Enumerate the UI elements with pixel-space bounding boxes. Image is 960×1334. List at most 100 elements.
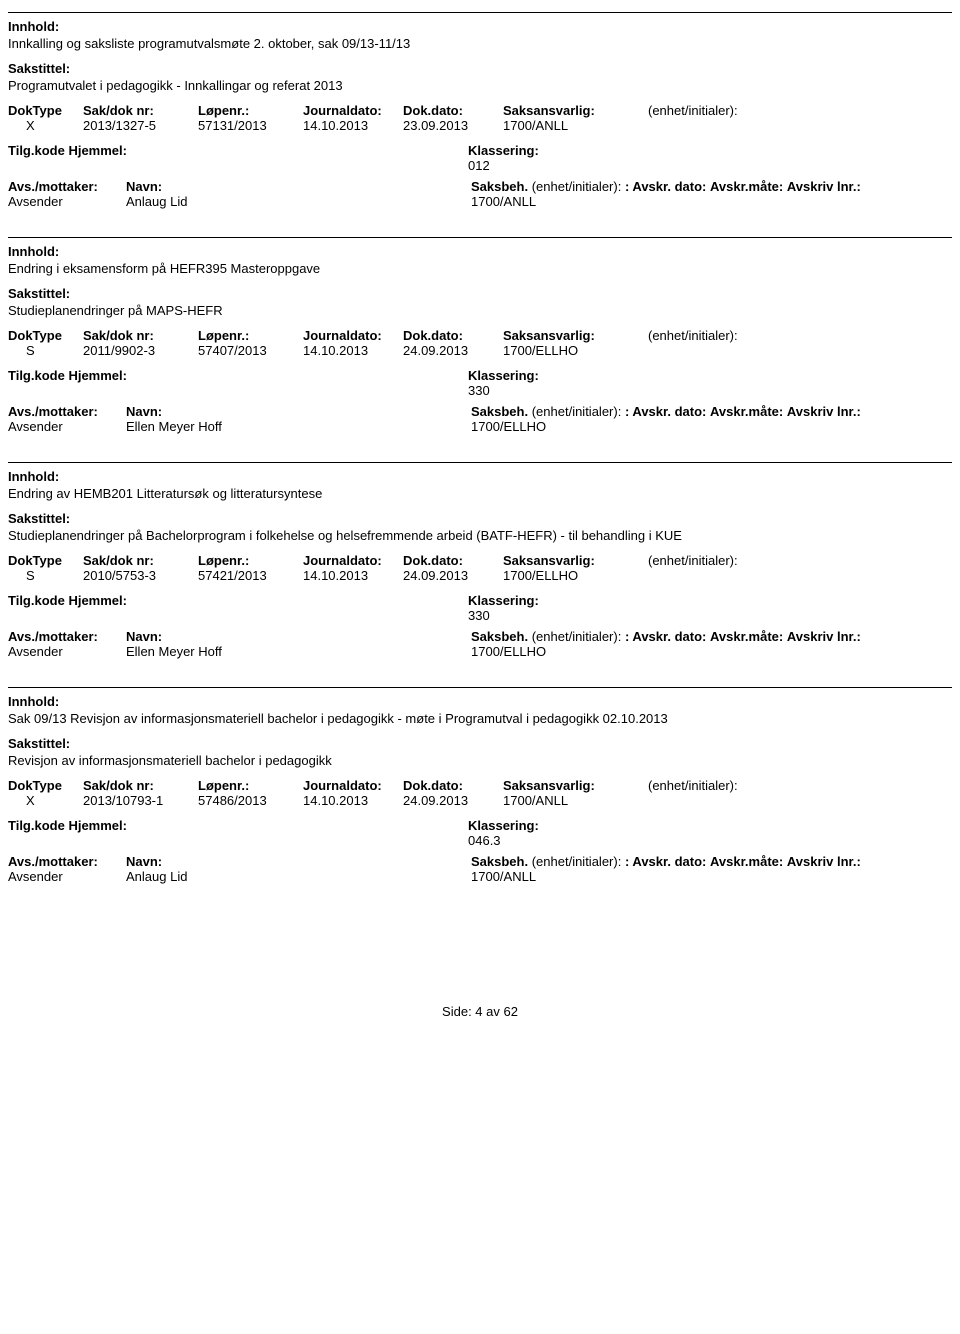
divider [8, 462, 952, 463]
sakstittel-text: Revisjon av informasjonsmateriell bachel… [8, 753, 952, 768]
navn-label: Navn: [126, 854, 471, 869]
hdr-sakdoknr: Sak/dok nr: [83, 328, 198, 343]
avskrivlnr-label: Avskriv lnr.: [787, 179, 861, 194]
avsmottaker-row: Avs./mottaker: Navn: Saksbeh. (enhet/ini… [8, 629, 952, 644]
klassering-label: Klassering: [468, 368, 539, 383]
avsender-navn: Ellen Meyer Hoff [126, 419, 471, 434]
sakstittel-label: Sakstittel: [8, 286, 952, 301]
tilgkode-label: Tilg.kode [8, 143, 65, 158]
val-saksansvarlig: 1700/ELLHO [503, 343, 648, 358]
innhold-text: Sak 09/13 Revisjon av informasjonsmateri… [8, 711, 952, 726]
val-saksansvarlig: 1700/ANLL [503, 793, 648, 808]
avsender-label: Avsender [8, 869, 126, 884]
saksbeh-label: Saksbeh. [471, 179, 528, 194]
sakstittel-label: Sakstittel: [8, 511, 952, 526]
avsender-row: Avsender Anlaug Lid 1700/ANLL [8, 194, 952, 209]
avskrdato-label: Avskr. dato: [632, 404, 706, 419]
innhold-label: Innhold: [8, 244, 952, 259]
avsmottaker-row: Avs./mottaker: Navn: Saksbeh. (enhet/ini… [8, 404, 952, 419]
hjemmel-label: Hjemmel: [68, 368, 127, 383]
avsmottaker-row: Avs./mottaker: Navn: Saksbeh. (enhet/ini… [8, 179, 952, 194]
klassering-value: 330 [468, 383, 539, 398]
record-3: Innhold: Endring av HEMB201 Litteratursø… [8, 462, 952, 659]
hjemmel-label: Hjemmel: [68, 143, 127, 158]
avsender-row: Avsender Ellen Meyer Hoff 1700/ELLHO [8, 644, 952, 659]
hdr-doktype: DokType [8, 328, 83, 343]
avsender-navn: Anlaug Lid [126, 194, 471, 209]
klassering-value: 012 [468, 158, 539, 173]
hdr-enhet: (enhet/initialer): [648, 328, 808, 343]
data-row: X 2013/1327-5 57131/2013 14.10.2013 23.0… [8, 118, 952, 133]
page-footer: Side: 4 av 62 [8, 1004, 952, 1019]
navn-label: Navn: [126, 179, 471, 194]
hdr-lopenr: Løpenr.: [198, 328, 303, 343]
hdr-sakdoknr: Sak/dok nr: [83, 103, 198, 118]
hdr-sakdoknr: Sak/dok nr: [83, 778, 198, 793]
val-doktype: X [8, 118, 83, 133]
data-row: S 2010/5753-3 57421/2013 14.10.2013 24.0… [8, 568, 952, 583]
navn-label: Navn: [126, 629, 471, 644]
hdr-saksansvarlig: Saksansvarlig: [503, 103, 648, 118]
avsender-label: Avsender [8, 419, 126, 434]
sakstittel-text: Studieplanendringer på Bachelorprogram i… [8, 528, 952, 543]
tilgkode-label: Tilg.kode [8, 818, 65, 833]
hdr-doktype: DokType [8, 778, 83, 793]
navn-label: Navn: [126, 404, 471, 419]
enhet-label2: (enhet/initialer): [532, 629, 622, 644]
val-doktype: S [8, 568, 83, 583]
innhold-label: Innhold: [8, 694, 952, 709]
divider [8, 12, 952, 13]
data-row: S 2011/9902-3 57407/2013 14.10.2013 24.0… [8, 343, 952, 358]
record-2: Innhold: Endring i eksamensform på HEFR3… [8, 237, 952, 434]
val-sakdoknr: 2013/1327-5 [83, 118, 198, 133]
val-dokdato: 23.09.2013 [403, 118, 503, 133]
header-row: DokType Sak/dok nr: Løpenr.: Journaldato… [8, 103, 952, 118]
val-lopenr: 57131/2013 [198, 118, 303, 133]
val-lopenr: 57421/2013 [198, 568, 303, 583]
avsmottaker-label: Avs./mottaker: [8, 854, 126, 869]
klassering-value: 046.3 [468, 833, 539, 848]
hdr-dokdato: Dok.dato: [403, 328, 503, 343]
val-lopenr: 57486/2013 [198, 793, 303, 808]
record-1: Innhold: Innkalling og saksliste program… [8, 12, 952, 209]
avskrdato-label: Avskr. dato: [632, 179, 706, 194]
divider [8, 687, 952, 688]
sakstittel-label: Sakstittel: [8, 736, 952, 751]
hdr-enhet: (enhet/initialer): [648, 103, 808, 118]
hdr-enhet: (enhet/initialer): [648, 553, 808, 568]
hjemmel-label: Hjemmel: [68, 593, 127, 608]
innhold-text: Endring i eksamensform på HEFR395 Master… [8, 261, 952, 276]
avskrivlnr-label: Avskriv lnr.: [787, 629, 861, 644]
hdr-saksansvarlig: Saksansvarlig: [503, 778, 648, 793]
val-dokdato: 24.09.2013 [403, 343, 503, 358]
hdr-saksansvarlig: Saksansvarlig: [503, 328, 648, 343]
avskrmate-label: Avskr.måte: [710, 629, 783, 644]
avskrivlnr-label: Avskriv lnr.: [787, 404, 861, 419]
header-row: DokType Sak/dok nr: Løpenr.: Journaldato… [8, 553, 952, 568]
data-row: X 2013/10793-1 57486/2013 14.10.2013 24.… [8, 793, 952, 808]
sakstittel-text: Programutvalet i pedagogikk - Innkalling… [8, 78, 952, 93]
klassering-label: Klassering: [468, 143, 539, 158]
avsender-row: Avsender Anlaug Lid 1700/ANLL [8, 869, 952, 884]
val-saksansvarlig: 1700/ANLL [503, 118, 648, 133]
enhet-label2: (enhet/initialer): [532, 854, 622, 869]
val-dokdato: 24.09.2013 [403, 793, 503, 808]
tilgkode-row: Tilg.kode Hjemmel: Klassering: 330 [8, 368, 952, 398]
hdr-journaldato: Journaldato: [303, 553, 403, 568]
val-doktype: X [8, 793, 83, 808]
innhold-text: Endring av HEMB201 Litteratursøk og litt… [8, 486, 952, 501]
divider [8, 237, 952, 238]
hdr-lopenr: Løpenr.: [198, 553, 303, 568]
sakstittel-label: Sakstittel: [8, 61, 952, 76]
val-journaldato: 14.10.2013 [303, 118, 403, 133]
saksbeh-value: 1700/ANLL [471, 869, 536, 884]
val-sakdoknr: 2011/9902-3 [83, 343, 198, 358]
header-row: DokType Sak/dok nr: Løpenr.: Journaldato… [8, 328, 952, 343]
klassering-label: Klassering: [468, 818, 539, 833]
avsmottaker-label: Avs./mottaker: [8, 404, 126, 419]
saksbeh-label: Saksbeh. [471, 854, 528, 869]
avsender-navn: Anlaug Lid [126, 869, 471, 884]
val-saksansvarlig: 1700/ELLHO [503, 568, 648, 583]
saksbeh-value: 1700/ELLHO [471, 644, 546, 659]
hdr-doktype: DokType [8, 103, 83, 118]
